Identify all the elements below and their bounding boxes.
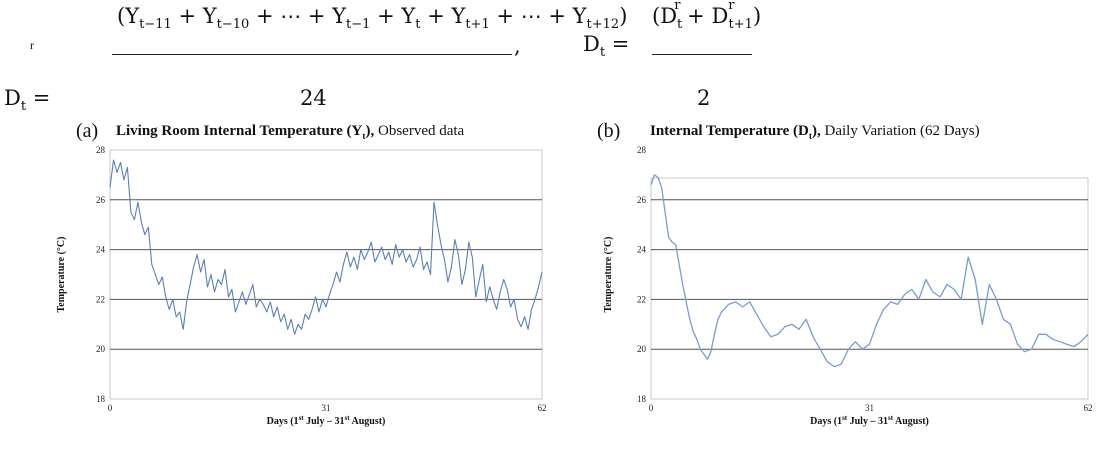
eq1-trailing-comma: , [514,34,521,58]
chart-b-y-tick-label: 28 [637,145,647,155]
chart-a-series-line [109,159,543,335]
chart-a-plot: 18 20 22 24 26 28 0 31 62 Days (1st July – 31st A… [56,145,547,427]
chart-b-plot: 18 20 22 24 26 28 0 31 62 Days (1st July – 31st A… [603,145,1093,427]
eq1-lhs-superscript: r [30,38,34,52]
chart-b-x-tick-label: 0 [649,403,654,413]
eq1-fraction-bar [112,54,512,55]
chart-b-x-tick-label: 62 [1084,403,1093,413]
chart-b-y-tick-label: 22 [637,294,646,304]
eq2-fraction-bar [652,54,752,55]
chart-a-y-axis-label: Temperature (°C) [56,237,67,313]
chart-b-y-tick-label: 26 [637,195,647,205]
chart-a-y-tick-label: 22 [96,294,105,304]
chart-b-title: Internal Temperature (Dt), Daily Variati… [650,123,980,142]
chart-a-y-tick-label: 20 [96,344,106,354]
chart-a-x-tick-label: 31 [322,403,331,413]
chart-b-y-tick-label: 20 [637,344,647,354]
eq2-numerator: (Dtr + Drt+1) [652,0,762,33]
chart-a-y-tick-label: 28 [96,145,106,155]
chart-a-y-tick-label: 18 [96,394,106,404]
chart-a-title: Living Room Internal Temperature (Yt), O… [116,123,465,142]
chart-b-y-tick-label: 18 [637,394,647,404]
chart-b-x-axis-label: Days (1st July – 31st August) [810,414,929,427]
chart-a-y-tick-label: 26 [96,195,106,205]
eq1-numerator: (Yt−11 + Yt−10 + ⋯ + Yt−1 + Yt + Yt+1 + … [117,4,628,33]
chart-b-x-tick-label: 31 [865,403,874,413]
chart-b-y-axis-label: Temperature (°C) [603,237,614,313]
chart-b-y-tick-label: 24 [637,245,647,255]
chart-a-x-tick-label: 62 [538,403,547,413]
chart-a-panel-label: (a) [76,120,99,142]
eq1-lhs: Dt = [4,86,51,115]
eq1-denominator: 24 [300,86,327,110]
chart-b-panel-label: (b) [597,120,621,142]
chart-a-y-tick-label: 24 [96,245,106,255]
eq2-lhs: Dt = [583,32,630,61]
eq2-denominator: 2 [697,86,711,110]
chart-b-series-line [650,174,1089,368]
chart-a-x-axis-label: Days (1st July – 31st August) [267,414,386,427]
chart-a-x-tick-label: 0 [108,403,113,413]
chart-b-plot-frame [650,177,1089,400]
chart-a-plot-frame [109,149,543,400]
